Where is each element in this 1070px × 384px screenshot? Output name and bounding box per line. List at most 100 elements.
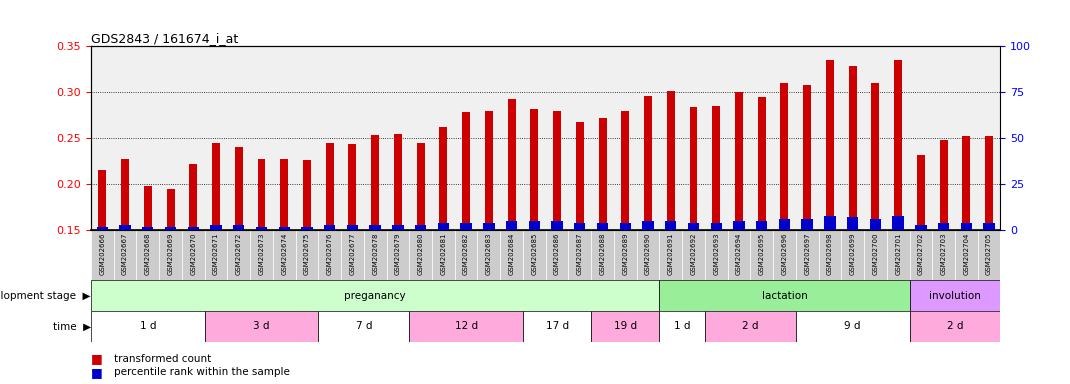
Bar [273,230,295,280]
Bar [256,227,268,230]
Text: GSM202680: GSM202680 [417,233,424,275]
Bar [432,230,455,280]
Text: GSM202670: GSM202670 [190,233,196,275]
Bar [438,223,449,230]
Bar [892,216,904,230]
Bar [182,230,204,280]
Bar [137,230,159,280]
Bar [568,230,591,280]
Bar [642,221,654,230]
Bar [779,219,790,230]
Text: 1 d: 1 d [139,321,156,331]
Text: transformed count: transformed count [114,354,212,364]
Bar [523,311,591,342]
Bar [349,144,356,230]
Bar [865,230,887,280]
Bar [394,134,402,230]
Text: GSM202682: GSM202682 [463,233,469,275]
Bar [501,230,523,280]
Text: preganancy: preganancy [345,291,406,301]
Text: GSM202679: GSM202679 [395,233,401,275]
Text: 17 d: 17 d [546,321,568,331]
Bar [506,221,517,230]
Text: GSM202668: GSM202668 [144,233,151,275]
Bar [614,230,637,280]
Text: 2 d: 2 d [947,321,963,331]
Bar [484,223,494,230]
Text: GSM202683: GSM202683 [486,233,492,275]
Bar [666,221,676,230]
Text: GSM202699: GSM202699 [850,233,856,275]
Text: 12 d: 12 d [455,321,477,331]
Bar [733,221,745,230]
Bar [915,225,927,230]
Bar [705,311,796,342]
Text: GSM202692: GSM202692 [690,233,697,275]
Bar [895,60,902,230]
Bar [165,227,177,230]
Bar [278,227,290,230]
Bar [910,280,1000,311]
Text: GSM202702: GSM202702 [918,233,923,275]
Bar [159,230,182,280]
Text: GSM202690: GSM202690 [645,233,651,275]
Text: GSM202698: GSM202698 [827,233,832,275]
Bar [386,230,410,280]
Bar [591,230,614,280]
Bar [620,223,631,230]
Bar [143,186,152,230]
Bar [667,91,675,230]
Bar [250,230,273,280]
Text: involution: involution [929,291,981,301]
Text: GSM202673: GSM202673 [259,233,264,275]
Bar [804,85,811,230]
Bar [728,230,750,280]
Bar [932,230,956,280]
Bar [551,221,563,230]
Bar [956,230,978,280]
Bar [644,96,652,230]
Bar [713,106,720,230]
Bar [796,311,910,342]
Bar [91,311,204,342]
Bar [871,83,880,230]
Bar [598,118,607,230]
Bar [780,83,789,230]
Bar [233,225,244,230]
Bar [819,230,841,280]
Text: GSM202688: GSM202688 [599,233,606,275]
Bar [142,227,153,230]
Bar [847,217,858,230]
Text: GSM202684: GSM202684 [508,233,515,275]
Bar [756,221,767,230]
Bar [750,230,773,280]
Text: GSM202691: GSM202691 [668,233,674,275]
Text: GSM202672: GSM202672 [235,233,242,275]
Bar [683,230,705,280]
Bar [410,311,523,342]
Bar [455,230,477,280]
Bar [939,140,948,230]
Bar [917,155,924,230]
Bar [91,230,113,280]
Text: development stage  ▶: development stage ▶ [0,291,91,301]
Bar [523,230,546,280]
Bar [688,223,699,230]
Bar [938,223,949,230]
Bar [507,99,516,230]
Bar [705,230,728,280]
Bar [659,311,705,342]
Bar [228,230,250,280]
Bar [462,113,470,230]
Text: GSM202695: GSM202695 [759,233,765,275]
Bar [303,161,311,230]
Bar [211,225,221,230]
Text: 2 d: 2 d [743,321,759,331]
Bar [576,122,584,230]
Bar [887,230,910,280]
Bar [985,136,993,230]
Bar [710,223,722,230]
Text: GSM202686: GSM202686 [554,233,560,275]
Bar [325,143,334,230]
Bar [121,159,129,230]
